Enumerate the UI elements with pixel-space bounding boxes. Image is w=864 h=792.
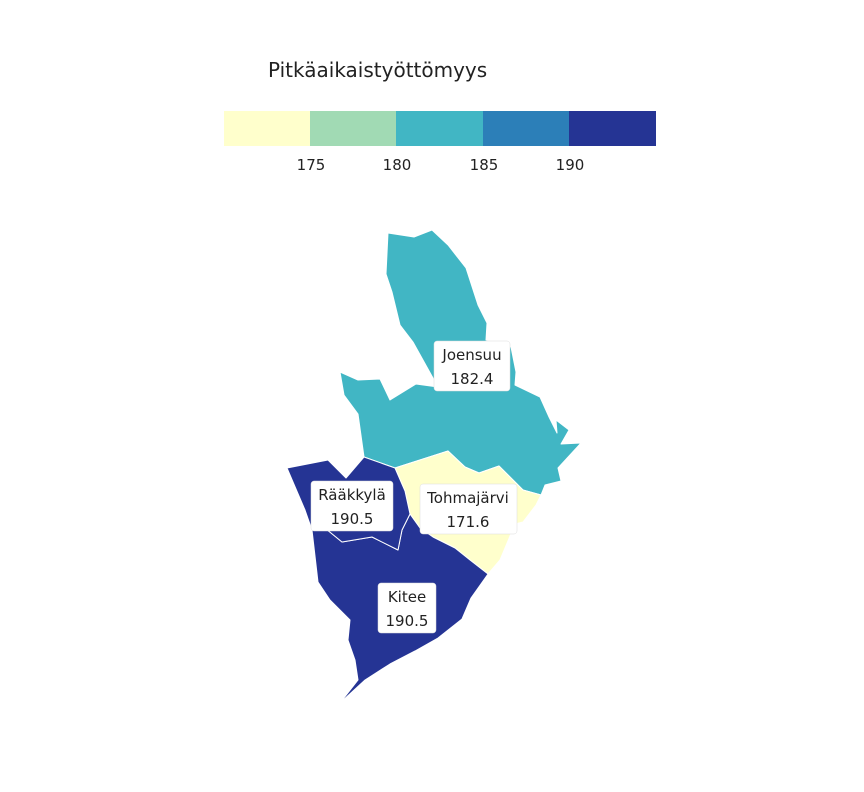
label-tohmajarvi: Tohmajärvi 171.6 — [419, 483, 518, 535]
legend: Pitkäaikaistyöttömyys 175 180 185 190 — [224, 58, 656, 174]
legend-color-bar — [224, 111, 656, 146]
region-name: Joensuu — [441, 346, 501, 364]
legend-swatch-4 — [483, 111, 570, 146]
legend-swatch-2 — [310, 111, 397, 146]
legend-tick: 190 — [556, 156, 585, 174]
region-name: Tohmajärvi — [426, 489, 509, 507]
label-box — [433, 340, 511, 392]
label-kitee: Kitee 190.5 — [377, 582, 437, 634]
legend-tick: 185 — [470, 156, 499, 174]
legend-swatch-5 — [569, 111, 656, 146]
legend-swatch-3 — [396, 111, 484, 146]
region-labels: Joensuu 182.4 Tohmajärvi 171.6 Rääkkylä … — [310, 340, 518, 634]
region-value: 171.6 — [447, 513, 490, 531]
region-value: 182.4 — [451, 370, 494, 388]
label-joensuu: Joensuu 182.4 — [433, 340, 511, 392]
legend-ticks: 175 180 185 190 — [297, 156, 585, 174]
label-box — [377, 582, 437, 634]
label-box — [310, 480, 394, 532]
legend-tick: 175 — [297, 156, 326, 174]
label-raakkyla: Rääkkylä 190.5 — [310, 480, 394, 532]
legend-tick: 180 — [383, 156, 412, 174]
legend-title: Pitkäaikaistyöttömyys — [268, 58, 487, 82]
legend-swatch-1 — [224, 111, 311, 146]
region-value: 190.5 — [331, 510, 374, 528]
region-name: Rääkkylä — [318, 486, 386, 504]
region-value: 190.5 — [386, 612, 429, 630]
label-box — [419, 483, 518, 535]
region-name: Kitee — [388, 588, 426, 606]
